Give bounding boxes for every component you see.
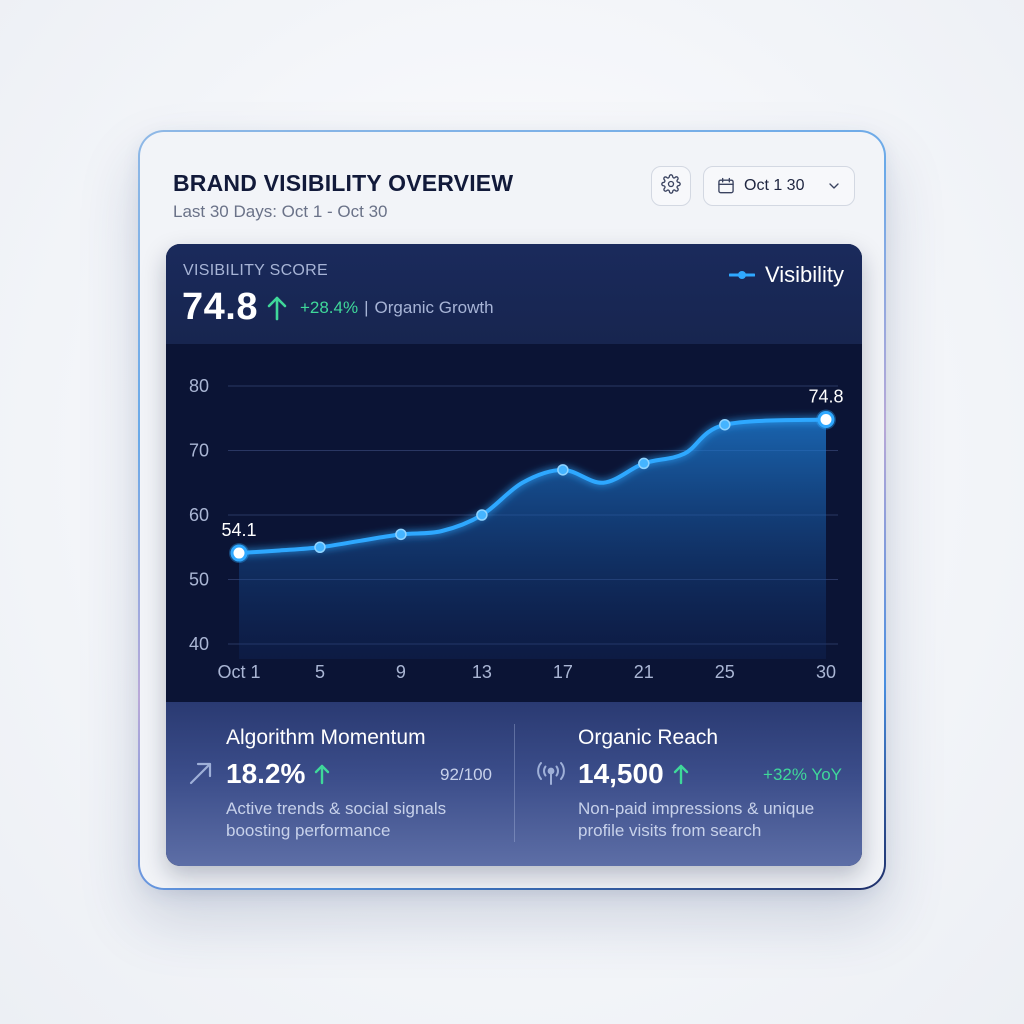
stat-title: Algorithm Momentum bbox=[226, 726, 426, 749]
line-chart: 40 50 60 70 80 Oct 1 5 9 13 17 21 25 30 54.1 74.8 bbox=[166, 344, 862, 702]
date-range-subtitle: Last 30 Days: Oct 1 - Oct 30 bbox=[173, 202, 388, 221]
chart-canvas: 40 50 60 70 80 Oct 1 5 9 13 17 21 25 30 54.1 74.8 bbox=[189, 376, 844, 682]
x-tick-label: 13 bbox=[472, 662, 492, 682]
data-point bbox=[557, 464, 569, 476]
page-title: BRAND VISIBILITY OVERVIEW bbox=[173, 170, 514, 196]
stats-divider bbox=[514, 724, 515, 842]
x-tick-label: 5 bbox=[315, 662, 325, 682]
series-line-visibility bbox=[237, 417, 828, 556]
data-point bbox=[314, 541, 326, 553]
y-tick-label: 60 bbox=[189, 505, 209, 525]
score-change: +28.4% bbox=[299, 297, 359, 317]
endpoint-marker bbox=[230, 544, 248, 562]
settings-button[interactable] bbox=[651, 166, 691, 206]
arrow-up-icon bbox=[266, 294, 288, 322]
chart-legend[interactable]: Visibility bbox=[728, 262, 844, 288]
x-tick-label: 30 bbox=[816, 662, 836, 682]
x-tick-label: 25 bbox=[715, 662, 735, 682]
y-tick-label: 80 bbox=[189, 376, 209, 396]
data-point bbox=[476, 509, 488, 521]
trend-arrow-icon bbox=[188, 760, 214, 791]
card-body: BRAND VISIBILITY OVERVIEW Last 30 Days: … bbox=[140, 132, 884, 888]
data-point bbox=[395, 528, 407, 541]
stat-value: 14,500 bbox=[578, 758, 664, 789]
x-tick-label: 21 bbox=[634, 662, 654, 682]
date-range-label: Oct 1 30 bbox=[744, 177, 805, 194]
data-point bbox=[638, 457, 650, 470]
y-tick-label: 50 bbox=[189, 570, 209, 590]
visibility-card: BRAND VISIBILITY OVERVIEW Last 30 Days: … bbox=[138, 130, 886, 890]
arrow-up-icon bbox=[672, 763, 690, 785]
data-point bbox=[719, 418, 731, 431]
series-area bbox=[239, 419, 826, 659]
score-row: 74.8 +28.4% | Organic Growth bbox=[182, 286, 494, 329]
stat-organic-reach: Organic Reach 14,500 +32% YoY Non-paid i… bbox=[515, 702, 862, 866]
y-tick-label: 70 bbox=[189, 441, 209, 461]
stat-value-row: 14,500 bbox=[578, 758, 690, 790]
score-note: Organic Growth bbox=[374, 297, 494, 317]
arrow-up-icon bbox=[313, 763, 331, 785]
gear-icon bbox=[661, 173, 681, 199]
stat-description: Active trends & social signals boosting … bbox=[226, 799, 447, 840]
calendar-icon bbox=[716, 176, 736, 196]
data-label: 54.1 bbox=[221, 520, 256, 540]
stat-score: 92/100 bbox=[440, 765, 492, 784]
stat-value: 18.2% bbox=[226, 758, 306, 789]
score-separator: | bbox=[364, 297, 369, 317]
stat-description: Non-paid impressions & unique profile vi… bbox=[578, 799, 815, 840]
legend-line-icon bbox=[728, 269, 755, 281]
stats-footer: Algorithm Momentum 18.2% 92/100 Active t… bbox=[166, 702, 862, 866]
visibility-panel: VISIBILITY SCORE 74.8 +28.4% | Organic G… bbox=[166, 244, 862, 866]
stat-title: Organic Reach bbox=[578, 726, 719, 749]
y-tick-label: 40 bbox=[189, 634, 209, 654]
score-header: VISIBILITY SCORE 74.8 +28.4% | Organic G… bbox=[166, 244, 862, 344]
date-range-dropdown[interactable]: Oct 1 30 bbox=[703, 166, 855, 206]
score-value: 74.8 bbox=[182, 286, 258, 328]
stat-change: +32% YoY bbox=[763, 765, 842, 784]
data-label: 74.8 bbox=[808, 387, 843, 407]
stat-algorithm-momentum: Algorithm Momentum 18.2% 92/100 Active t… bbox=[166, 702, 514, 866]
legend-label: Visibility bbox=[764, 262, 844, 287]
chevron-down-icon bbox=[826, 178, 842, 194]
stat-value-row: 18.2% bbox=[226, 758, 331, 790]
endpoint-marker bbox=[817, 411, 835, 429]
x-tick-label: 17 bbox=[553, 662, 573, 682]
x-tick-label: 9 bbox=[396, 662, 406, 682]
broadcast-icon bbox=[535, 760, 567, 791]
score-label: VISIBILITY SCORE bbox=[183, 262, 328, 279]
x-tick-label: Oct 1 bbox=[217, 662, 260, 682]
